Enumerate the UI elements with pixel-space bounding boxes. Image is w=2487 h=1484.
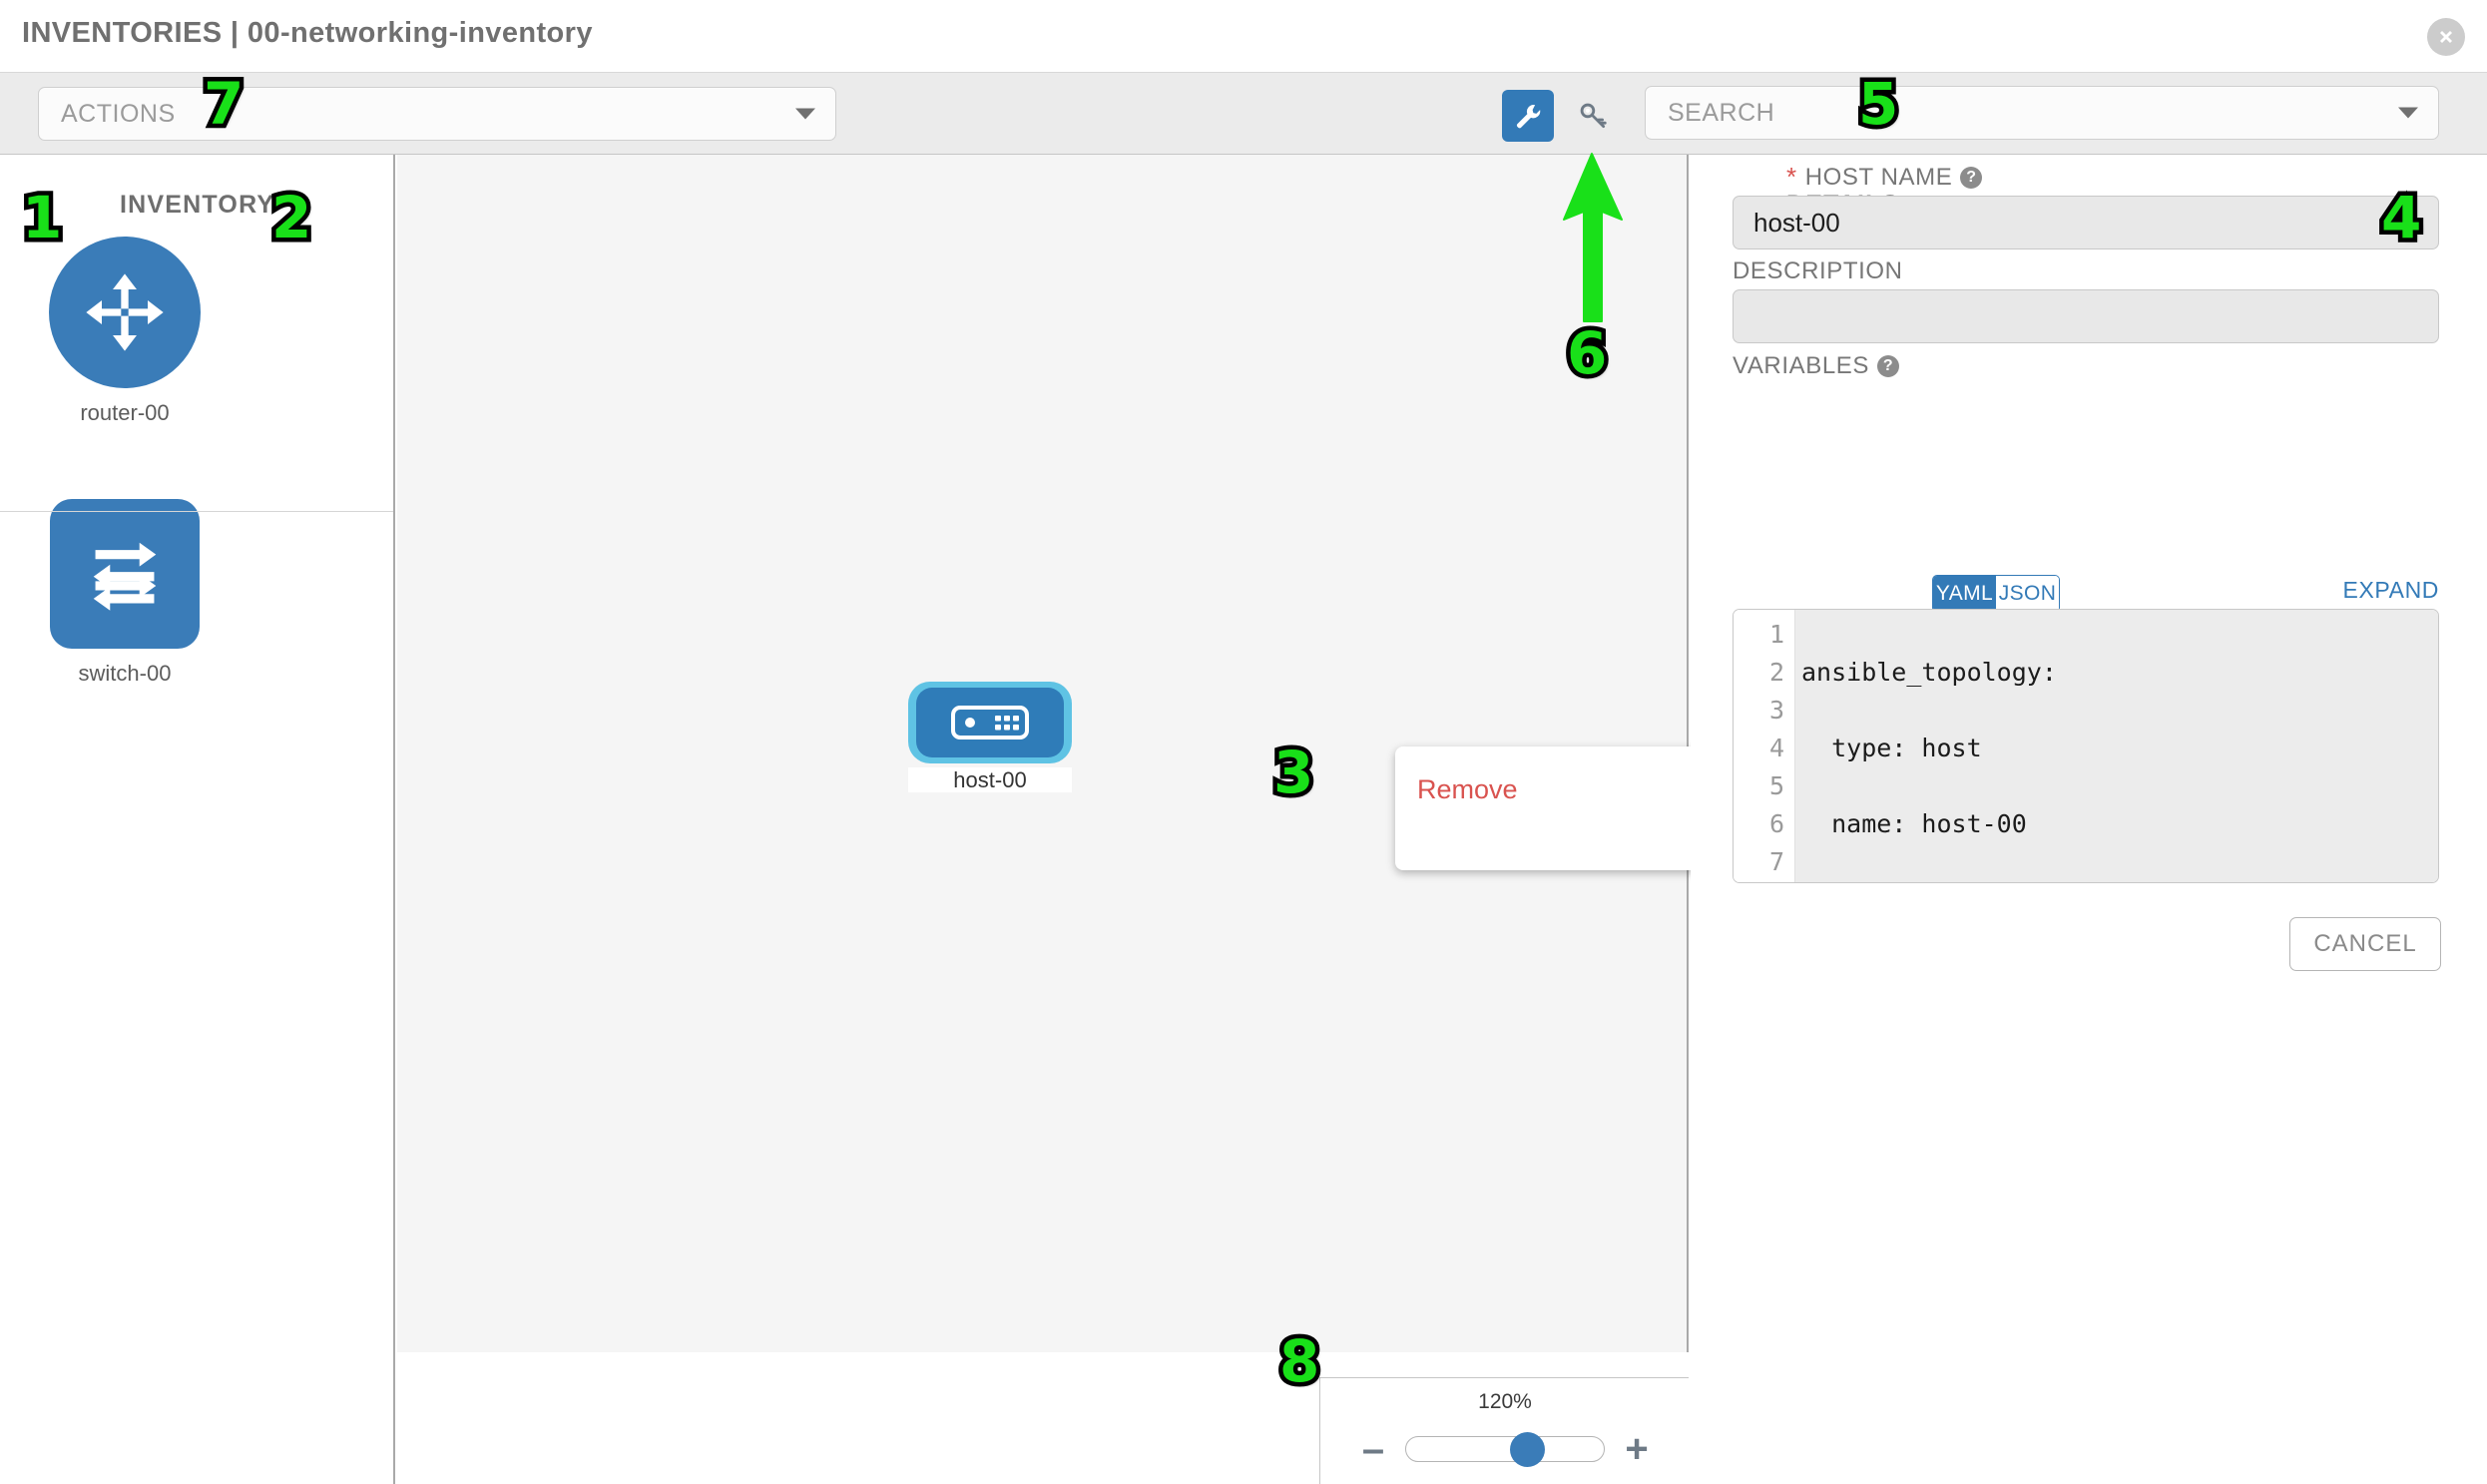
context-menu-item-remove[interactable]: Remove [1417,774,1518,804]
editor-line-number: 2 [1768,658,1784,687]
close-icon[interactable] [2427,18,2465,56]
variables-label: VARIABLES ? [1733,352,1900,380]
chevron-down-icon [795,108,815,120]
router-icon [49,237,201,388]
search-input[interactable]: SEARCH [1645,86,2439,140]
inventory-sidebar-title: INVENTORY [120,191,275,219]
editor-line-number: 7 [1768,847,1784,876]
editor-code-line: ansible_topology: [1801,658,2057,687]
node-body [916,688,1064,757]
editor-line-number: 1 [1768,620,1784,649]
help-icon[interactable]: ? [1960,166,1983,189]
switch-icon [50,499,200,649]
zoom-control: 120% – + [1319,1377,1689,1484]
editor-code-line: type: host [1801,734,1982,762]
editor-line-number: 6 [1768,809,1784,838]
variables-format-toggle[interactable]: YAML JSON [1932,575,2060,613]
topology-node-host-00[interactable]: host-00 [908,682,1072,793]
description-field[interactable] [1733,289,2439,343]
description-label: DESCRIPTION [1733,257,1903,285]
host-name-label-text: HOST NAME [1804,163,1953,191]
editor-code-line: name: host-00 [1801,809,2027,838]
node-label: host-00 [908,767,1072,793]
key-icon[interactable] [1569,92,1617,140]
host-name-label: * HOST NAME ? [1786,162,1983,193]
zoom-level-label: 120% [1478,1390,1532,1413]
inventory-sidebar: INVENTORY router-00 [0,155,395,1484]
required-asterisk: * [1786,162,1797,192]
search-placeholder: SEARCH [1668,98,1775,127]
wrench-icon[interactable] [1502,90,1554,142]
server-icon [951,706,1029,740]
editor-code[interactable]: ansible_topology: type: host name: host-… [1795,610,2438,882]
zoom-slider[interactable] [1405,1432,1605,1467]
titlebar: INVENTORIES | 00-networking-inventory [0,0,2487,72]
host-name-value: host-00 [1753,207,1840,238]
editor-code-line: links: [1801,881,2438,882]
description-label-text: DESCRIPTION [1733,257,1903,284]
sidebar-item-label: router-00 [80,400,170,425]
variables-editor[interactable]: 1 2 3 4 5 6 7 ansible_topology: type: ho… [1733,609,2439,883]
cancel-button[interactable]: CANCEL [2289,917,2441,971]
editor-line-numbers: 1 2 3 4 5 6 7 [1734,610,1795,882]
host-name-field[interactable]: host-00 [1733,196,2439,249]
editor-line-number: 4 [1768,734,1784,762]
actions-dropdown[interactable]: ACTIONS [38,87,836,141]
format-toggle-yaml[interactable]: YAML [1933,576,1996,612]
zoom-slider-thumb[interactable] [1510,1432,1545,1467]
sidebar-item-label: switch-00 [78,661,172,686]
topology-canvas[interactable]: host-00 Details Remove [397,155,1798,1352]
help-icon[interactable]: ? [1877,355,1900,377]
editor-line-number: 3 [1768,696,1784,725]
chevron-down-icon [2398,107,2418,119]
format-toggle-json[interactable]: JSON [1996,576,2059,612]
sidebar-divider [0,511,393,512]
variables-label-text: VARIABLES [1733,352,1870,379]
sidebar-item-switch-00[interactable]: switch-00 [25,499,225,687]
page-title: INVENTORIES | 00-networking-inventory [22,17,593,49]
sidebar-item-router-00[interactable]: router-00 [25,237,225,426]
actions-dropdown-label: ACTIONS [61,99,176,128]
expand-link[interactable]: EXPAND [2342,577,2439,603]
zoom-out-button[interactable]: – [1361,1427,1385,1471]
editor-line-number: 5 [1768,771,1784,800]
zoom-in-button[interactable]: + [1625,1427,1649,1471]
